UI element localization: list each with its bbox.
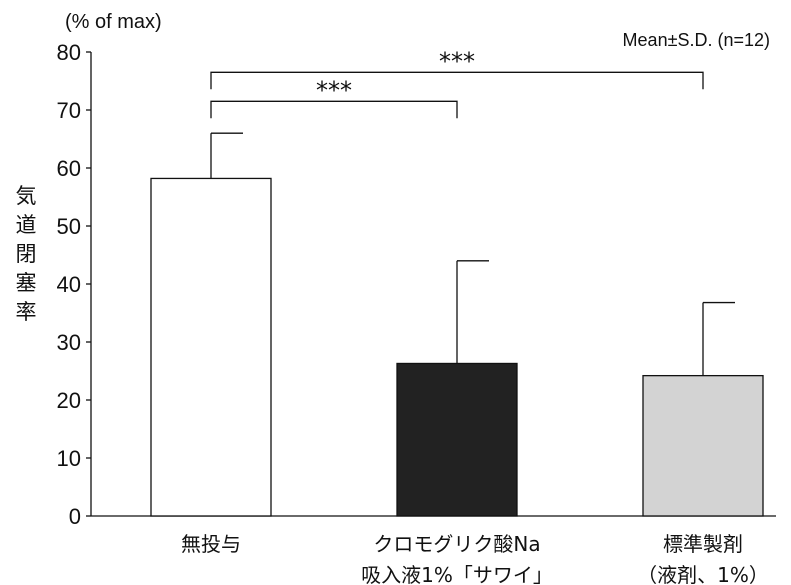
- y-tick-label: 80: [57, 40, 81, 65]
- category-label: 吸入液1%「サワイ」: [361, 563, 553, 585]
- significance-bracket: [210, 100, 458, 119]
- y-axis-label-char: 率: [16, 300, 37, 324]
- y-tick-label: 0: [69, 504, 81, 529]
- y-tick-label: 50: [57, 214, 81, 239]
- y-tick-label: 40: [57, 272, 81, 297]
- bar: [642, 374, 764, 517]
- y-unit-label: (% of max): [65, 11, 162, 33]
- y-axis-label-char: 道: [16, 213, 37, 237]
- category-label: 無投与: [181, 532, 241, 556]
- y-tick-label: 30: [57, 330, 81, 355]
- significance-label: ***: [316, 76, 352, 104]
- y-axis-label-char: 塞: [16, 271, 37, 295]
- significance-label: ***: [439, 47, 475, 75]
- bars: [150, 177, 764, 517]
- y-axis-label-char: 気: [16, 184, 37, 208]
- category-label: クロモグリク酸Na: [373, 532, 540, 556]
- y-tick-label: 60: [57, 156, 81, 181]
- category-label: 標準製剤: [663, 532, 743, 556]
- y-tick-label: 70: [57, 98, 81, 123]
- stats-annotation: Mean±S.D. (n=12): [623, 30, 770, 50]
- y-axis-label-char: 閉: [16, 242, 37, 266]
- significance-bracket: [210, 71, 704, 90]
- y-tick-label: 10: [57, 446, 81, 471]
- category-label: （液剤、1%）: [637, 563, 769, 585]
- category-labels: 無投与 クロモグリク酸Na 吸入液1%「サワイ」 標準製剤 （液剤、1%）: [181, 532, 769, 585]
- y-tick-label: 20: [57, 388, 81, 413]
- error-bars: [210, 132, 735, 376]
- bar: [150, 177, 272, 517]
- bar: [396, 362, 518, 517]
- significance-brackets: *** ***: [210, 47, 704, 119]
